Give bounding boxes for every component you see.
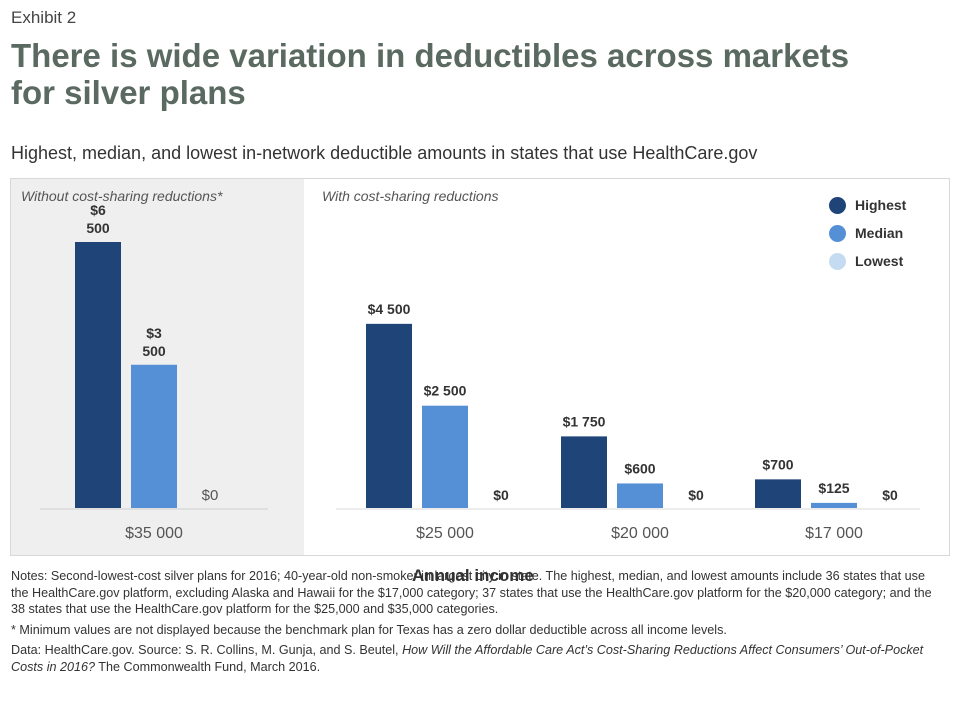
- data-label-median-17-000: $125: [818, 480, 849, 496]
- panel-label-with-csr: With cost-sharing reductions: [322, 188, 499, 204]
- data-label-lowest-35-000: $0: [202, 487, 219, 504]
- bar-median-25-000: [422, 405, 468, 508]
- bar-highest-20-000: [561, 436, 607, 508]
- data-label-median-35-000-line1: $3: [146, 325, 162, 341]
- notes: Notes: Second-lowest-cost silver plans f…: [11, 568, 936, 679]
- source-title: How Will the Affordable Care Act’s Cost-…: [11, 643, 924, 674]
- legend-swatch-median: [829, 224, 846, 242]
- data-label-highest-35-000-line1: $6: [90, 202, 106, 218]
- data-label-highest-35-000-line2: 500: [86, 220, 110, 236]
- bar-median-35-000: [131, 364, 177, 508]
- legend-item-lowest: Lowest: [829, 247, 906, 275]
- bar-highest-17-000: [755, 479, 801, 508]
- bar-median-20-000: [617, 483, 663, 508]
- legend-label-lowest: Lowest: [855, 253, 904, 269]
- data-label-lowest-25-000: $0: [493, 487, 509, 503]
- legend: Highest Median Lowest: [829, 191, 906, 275]
- x-tick-label-35-000: $35 000: [125, 525, 183, 542]
- chart-title: There is wide variation in deductibles a…: [11, 37, 911, 112]
- data-label-lowest-17-000: $0: [882, 487, 898, 503]
- legend-item-median: Median: [829, 219, 906, 247]
- legend-item-highest: Highest: [829, 191, 906, 219]
- data-label-highest-25-000: $4 500: [368, 301, 411, 317]
- data-label-median-35-000-line2: 500: [142, 343, 166, 359]
- x-tick-label-17-000: $17 000: [805, 525, 863, 542]
- chart-subtitle: Highest, median, and lowest in-network d…: [11, 143, 758, 163]
- bar-highest-25-000: [366, 323, 412, 508]
- x-tick-label-20-000: $20 000: [611, 525, 669, 542]
- bar-median-17-000: [811, 502, 857, 508]
- source-suffix: The Commonwealth Fund, March 2016.: [95, 659, 321, 674]
- notes-text: Notes: Second-lowest-cost silver plans f…: [11, 569, 932, 616]
- title-line-2: for silver plans: [11, 73, 246, 111]
- footnote-text: * Minimum values are not displayed becau…: [11, 622, 727, 637]
- x-tick-label-25-000: $25 000: [416, 525, 474, 542]
- source-text: Data: HealthCare.gov. Source: S. R. Coll…: [11, 642, 936, 675]
- exhibit-label: Exhibit 2: [11, 8, 77, 27]
- data-label-median-25-000: $2 500: [424, 383, 467, 399]
- legend-swatch-highest: [829, 196, 846, 214]
- data-label-median-20-000: $600: [624, 460, 655, 476]
- bar-highest-35-000: [75, 242, 121, 508]
- source-prefix: Data: HealthCare.gov. Source: S. R. Coll…: [11, 643, 403, 657]
- data-label-lowest-20-000: $0: [688, 487, 704, 503]
- data-label-highest-20-000: $1 750: [563, 413, 606, 429]
- legend-label-highest: Highest: [855, 197, 907, 213]
- x-axis-title: Annual income: [412, 566, 534, 585]
- legend-label-median: Median: [855, 225, 904, 241]
- panel-label-without-csr: Without cost-sharing reductions*: [21, 188, 223, 204]
- legend-swatch-lowest: [829, 252, 846, 270]
- data-label-highest-17-000: $700: [762, 456, 793, 472]
- title-line-1: There is wide variation in deductibles a…: [11, 37, 850, 74]
